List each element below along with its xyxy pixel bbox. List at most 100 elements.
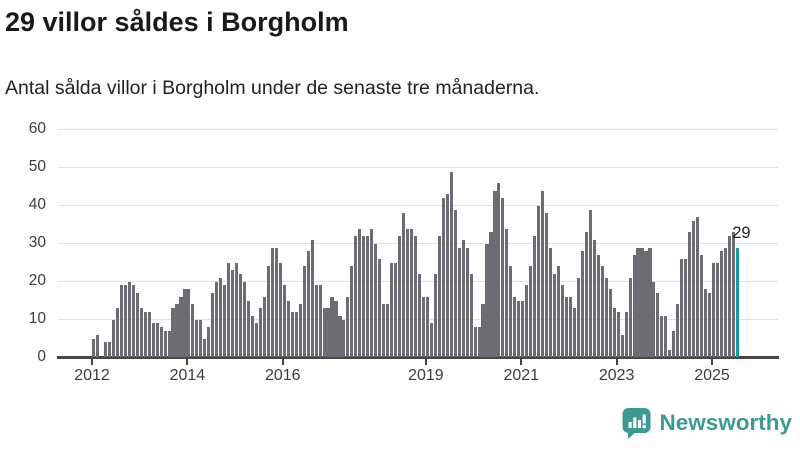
bar	[715, 262, 720, 358]
bar	[684, 258, 688, 358]
bar	[688, 232, 692, 358]
bar	[437, 236, 441, 358]
x-axis-tick	[281, 358, 284, 365]
bar	[592, 239, 596, 358]
highlight-bar	[735, 247, 739, 358]
bar	[700, 255, 704, 358]
bar	[95, 334, 100, 358]
bar	[370, 228, 374, 358]
bar	[115, 308, 119, 358]
bar	[127, 281, 131, 358]
bar	[409, 228, 414, 358]
bar	[175, 304, 179, 358]
bar	[378, 258, 382, 358]
x-axis-label: 2016	[264, 366, 301, 384]
bar	[541, 190, 545, 358]
bar	[600, 266, 604, 358]
bar	[719, 251, 724, 358]
bar	[318, 285, 322, 358]
bar	[390, 262, 394, 358]
bar	[199, 319, 203, 358]
y-axis-label: 0	[37, 347, 46, 365]
bar	[588, 209, 592, 358]
bar	[326, 308, 330, 358]
bar	[596, 255, 600, 358]
y-axis-label: 60	[28, 119, 46, 137]
bar	[151, 323, 155, 358]
bar	[553, 274, 557, 358]
gridline	[58, 129, 778, 131]
logo-text: Newsworthy	[659, 410, 792, 435]
bar	[266, 266, 270, 358]
bar	[386, 304, 390, 358]
x-axis-line	[57, 356, 779, 359]
bar	[672, 330, 676, 358]
bar	[509, 266, 513, 358]
bar	[119, 285, 123, 358]
bar	[131, 285, 135, 358]
bar	[517, 300, 521, 358]
bar	[243, 281, 247, 358]
bar	[656, 293, 660, 358]
bar	[171, 308, 175, 358]
bar	[167, 330, 171, 358]
x-axis-tick	[520, 358, 523, 365]
bar	[676, 304, 680, 358]
bar	[584, 232, 588, 358]
bar	[636, 247, 640, 358]
bar	[461, 239, 465, 358]
bar	[338, 315, 342, 358]
bar	[505, 228, 509, 358]
bar	[342, 319, 346, 358]
bar	[402, 213, 406, 358]
bar	[155, 323, 159, 358]
bar	[270, 247, 274, 358]
bar	[525, 285, 529, 358]
bar	[250, 315, 255, 358]
bar	[143, 311, 147, 358]
bar	[465, 247, 469, 358]
bar	[306, 251, 310, 358]
x-axis-tick	[615, 358, 618, 365]
bar	[704, 289, 708, 358]
bar	[477, 327, 481, 358]
bar	[723, 247, 728, 358]
bar	[648, 247, 652, 358]
bar	[179, 296, 183, 358]
bar	[660, 315, 664, 358]
bar	[262, 296, 266, 358]
bar	[632, 255, 636, 358]
bar	[453, 209, 457, 358]
bar	[374, 243, 378, 358]
bar	[497, 183, 501, 358]
page-subtitle: Antal sålda villor i Borgholm under de s…	[5, 77, 540, 99]
x-axis-tick	[186, 358, 189, 365]
bar	[549, 247, 553, 358]
bar	[310, 239, 314, 358]
bar	[731, 232, 735, 358]
bar	[322, 308, 326, 358]
bar	[568, 296, 573, 358]
bar	[227, 262, 231, 358]
bar	[163, 330, 167, 358]
bar	[187, 289, 191, 358]
newsworthy-bubble-chart-icon	[622, 408, 651, 439]
bar	[219, 277, 223, 358]
x-axis-label: 2019	[408, 366, 444, 384]
bar	[139, 308, 143, 358]
bar	[644, 251, 648, 358]
bar	[103, 342, 108, 358]
bar	[441, 198, 445, 358]
bar	[235, 262, 239, 358]
x-axis-label: 2021	[503, 366, 540, 384]
bar	[314, 285, 318, 358]
bar	[405, 228, 410, 358]
bar	[191, 304, 195, 358]
bar	[278, 262, 282, 358]
x-axis-tick	[711, 358, 713, 365]
bar	[576, 277, 580, 358]
bar	[481, 304, 485, 358]
bar	[421, 296, 425, 358]
bar	[664, 315, 668, 358]
